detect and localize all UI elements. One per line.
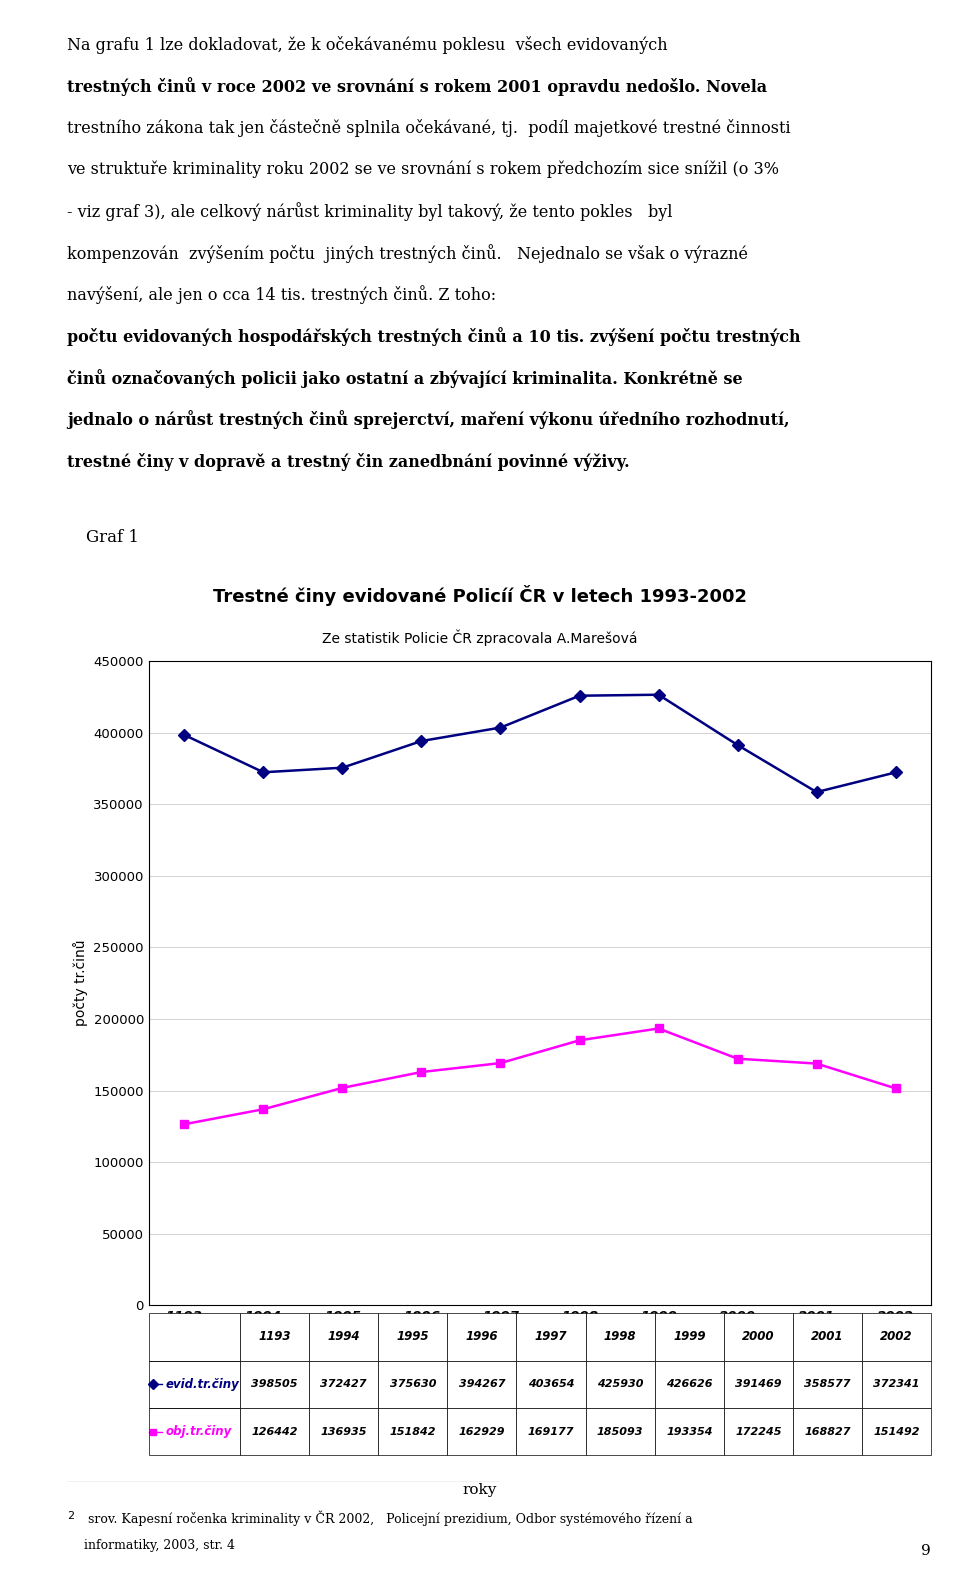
Text: navýšení, ale jen o cca 14 tis. trestných činů. Z toho:: navýšení, ale jen o cca 14 tis. trestnýc…	[67, 285, 501, 304]
Text: trestných činů v roce 2002 ve srovnání s rokem 2001 opravdu nedošlo. Novela: trestných činů v roce 2002 ve srovnání s…	[67, 78, 767, 97]
Text: 426626: 426626	[666, 1380, 712, 1389]
Text: trestné činy v dopravě a trestný čin zanedbnání povinné výživy.: trestné činy v dopravě a trestný čin zan…	[67, 452, 630, 471]
Text: 151842: 151842	[390, 1427, 436, 1436]
Text: 2002: 2002	[880, 1330, 913, 1343]
Text: informatiky, 2003, str. 4: informatiky, 2003, str. 4	[84, 1539, 235, 1552]
Text: 126442: 126442	[252, 1427, 298, 1436]
Text: počtu evidovaných hospodářských trestných činů a 10 tis. zvýšení počtu trestných: počtu evidovaných hospodářských trestnýc…	[67, 327, 801, 346]
Text: 168827: 168827	[804, 1427, 851, 1436]
Text: 1999: 1999	[673, 1330, 706, 1343]
Text: 136935: 136935	[321, 1427, 367, 1436]
Text: trestního zákona tak jen částečně splnila očekávané, tj.  podíl majetkové trestn: trestního zákona tak jen částečně splnil…	[67, 119, 791, 138]
Text: 1996: 1996	[466, 1330, 498, 1343]
Text: 2001: 2001	[811, 1330, 844, 1343]
Text: 372427: 372427	[321, 1380, 367, 1389]
Y-axis label: počty tr.činů: počty tr.činů	[73, 940, 88, 1027]
Text: jednalo o nárůst trestných činů sprejerctví, maření výkonu úředního rozhodnutí,: jednalo o nárůst trestných činů sprejerc…	[67, 410, 790, 429]
Text: kompenzován  zvýšením počtu  jiných trestných činů.   Nejednalo se však o výrazn: kompenzován zvýšením počtu jiných trestn…	[67, 244, 748, 263]
Text: 403654: 403654	[528, 1380, 574, 1389]
Text: 375630: 375630	[390, 1380, 436, 1389]
Text: 372341: 372341	[874, 1380, 920, 1389]
Text: 162929: 162929	[459, 1427, 505, 1436]
Text: 398505: 398505	[252, 1380, 298, 1389]
Text: obj.tr.činy: obj.tr.činy	[165, 1425, 231, 1438]
Text: 172245: 172245	[735, 1427, 781, 1436]
Text: 394267: 394267	[459, 1380, 505, 1389]
Text: ve struktuře kriminality roku 2002 se ve srovnání s rokem předchozím sice snížil: ve struktuře kriminality roku 2002 se ve…	[67, 161, 780, 179]
Text: srov. Kapesní ročenka kriminality v ČR 2002,   Policejní prezidium, Odbor systém: srov. Kapesní ročenka kriminality v ČR 2…	[84, 1511, 693, 1527]
Text: 2000: 2000	[742, 1330, 775, 1343]
Text: 193354: 193354	[666, 1427, 712, 1436]
Text: 9: 9	[922, 1544, 931, 1558]
Text: Trestné činy evidované Policíí ČR v letech 1993-2002: Trestné činy evidované Policíí ČR v lete…	[213, 585, 747, 606]
Text: 185093: 185093	[597, 1427, 643, 1436]
Text: 358577: 358577	[804, 1380, 851, 1389]
Text: 1995: 1995	[396, 1330, 429, 1343]
Text: - viz graf 3), ale celkový nárůst kriminality byl takový, že tento pokles   byl: - viz graf 3), ale celkový nárůst krimin…	[67, 202, 673, 221]
Text: 151492: 151492	[874, 1427, 920, 1436]
Text: roky: roky	[463, 1484, 497, 1497]
Text: Graf 1: Graf 1	[86, 530, 139, 546]
Text: 425930: 425930	[597, 1380, 643, 1389]
Text: 2: 2	[67, 1511, 74, 1520]
Text: 391469: 391469	[735, 1380, 781, 1389]
Text: činů označovaných policii jako ostatní a zbývající kriminalita. Konkrétně se: činů označovaných policii jako ostatní a…	[67, 369, 743, 388]
Text: 1994: 1994	[327, 1330, 360, 1343]
Text: 1998: 1998	[604, 1330, 636, 1343]
Text: 1193: 1193	[258, 1330, 291, 1343]
Text: 169177: 169177	[528, 1427, 574, 1436]
Text: evid.tr.činy: evid.tr.činy	[165, 1378, 239, 1391]
Text: 1997: 1997	[535, 1330, 567, 1343]
Text: Ze statistik Policie ČR zpracovala A.Marešová: Ze statistik Policie ČR zpracovala A.Mar…	[323, 630, 637, 645]
Text: Na grafu 1 lze dokladovat, že k očekávanému poklesu  všech evidovaných: Na grafu 1 lze dokladovat, že k očekávan…	[67, 35, 668, 54]
